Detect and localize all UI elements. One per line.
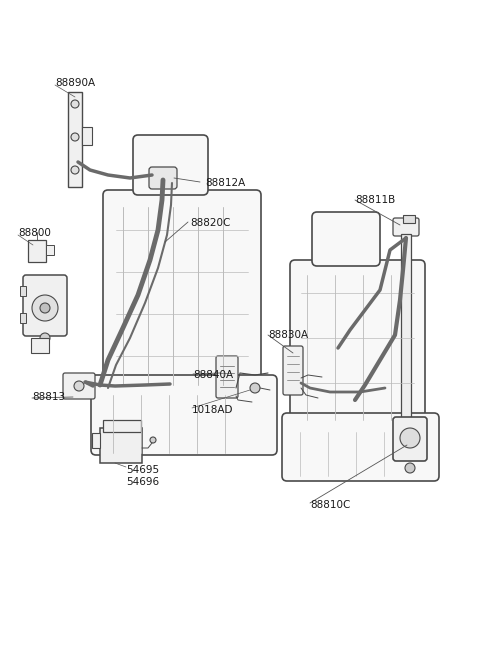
- FancyBboxPatch shape: [216, 356, 238, 398]
- FancyBboxPatch shape: [393, 417, 427, 461]
- Bar: [403, 215, 415, 223]
- Text: 88811B: 88811B: [355, 195, 395, 205]
- Text: 88830A: 88830A: [268, 330, 308, 340]
- Circle shape: [71, 166, 79, 174]
- Bar: [103, 420, 141, 432]
- Circle shape: [150, 437, 156, 443]
- Text: 88812A: 88812A: [205, 178, 245, 188]
- Bar: [20, 286, 26, 296]
- FancyBboxPatch shape: [290, 260, 425, 435]
- Circle shape: [40, 303, 50, 313]
- FancyBboxPatch shape: [312, 212, 380, 266]
- Text: 1018AD: 1018AD: [192, 405, 233, 415]
- FancyBboxPatch shape: [283, 346, 303, 395]
- Text: 88890A: 88890A: [55, 78, 95, 88]
- FancyBboxPatch shape: [133, 135, 208, 195]
- Bar: [68, 92, 82, 187]
- Bar: [401, 234, 411, 434]
- Text: 54696: 54696: [126, 477, 159, 487]
- Text: 88820C: 88820C: [190, 218, 230, 228]
- Bar: [28, 240, 46, 262]
- Bar: [100, 428, 142, 463]
- FancyBboxPatch shape: [393, 218, 419, 236]
- Circle shape: [71, 100, 79, 108]
- Bar: [46, 245, 54, 255]
- Bar: [92, 433, 100, 448]
- Bar: [31, 338, 49, 353]
- FancyBboxPatch shape: [23, 275, 67, 336]
- Text: 54695: 54695: [126, 465, 159, 475]
- Bar: [20, 313, 26, 323]
- Circle shape: [40, 333, 50, 343]
- Text: 88810C: 88810C: [310, 500, 350, 510]
- Circle shape: [32, 295, 58, 321]
- Circle shape: [71, 133, 79, 141]
- Circle shape: [405, 463, 415, 473]
- FancyBboxPatch shape: [91, 375, 277, 455]
- Text: 88813: 88813: [32, 392, 65, 402]
- FancyBboxPatch shape: [149, 167, 177, 189]
- Text: 88800: 88800: [18, 228, 51, 238]
- FancyBboxPatch shape: [63, 373, 95, 399]
- Circle shape: [250, 383, 260, 393]
- FancyBboxPatch shape: [103, 190, 261, 400]
- Circle shape: [400, 428, 420, 448]
- Circle shape: [74, 381, 84, 391]
- Bar: [82, 127, 92, 145]
- Text: 88840A: 88840A: [193, 370, 233, 380]
- FancyBboxPatch shape: [282, 413, 439, 481]
